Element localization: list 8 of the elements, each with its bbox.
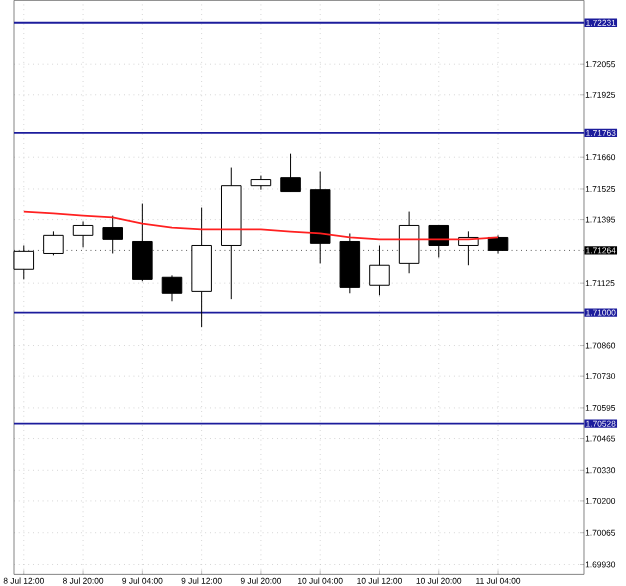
- candlestick: [72, 220, 94, 248]
- candlestick: [102, 214, 123, 254]
- candlestick: [250, 174, 272, 190]
- candlestick: [487, 234, 509, 254]
- candlestick: [43, 230, 64, 256]
- candlestick: [369, 244, 390, 296]
- candlestick: [161, 274, 183, 302]
- candlestick: [280, 152, 301, 192]
